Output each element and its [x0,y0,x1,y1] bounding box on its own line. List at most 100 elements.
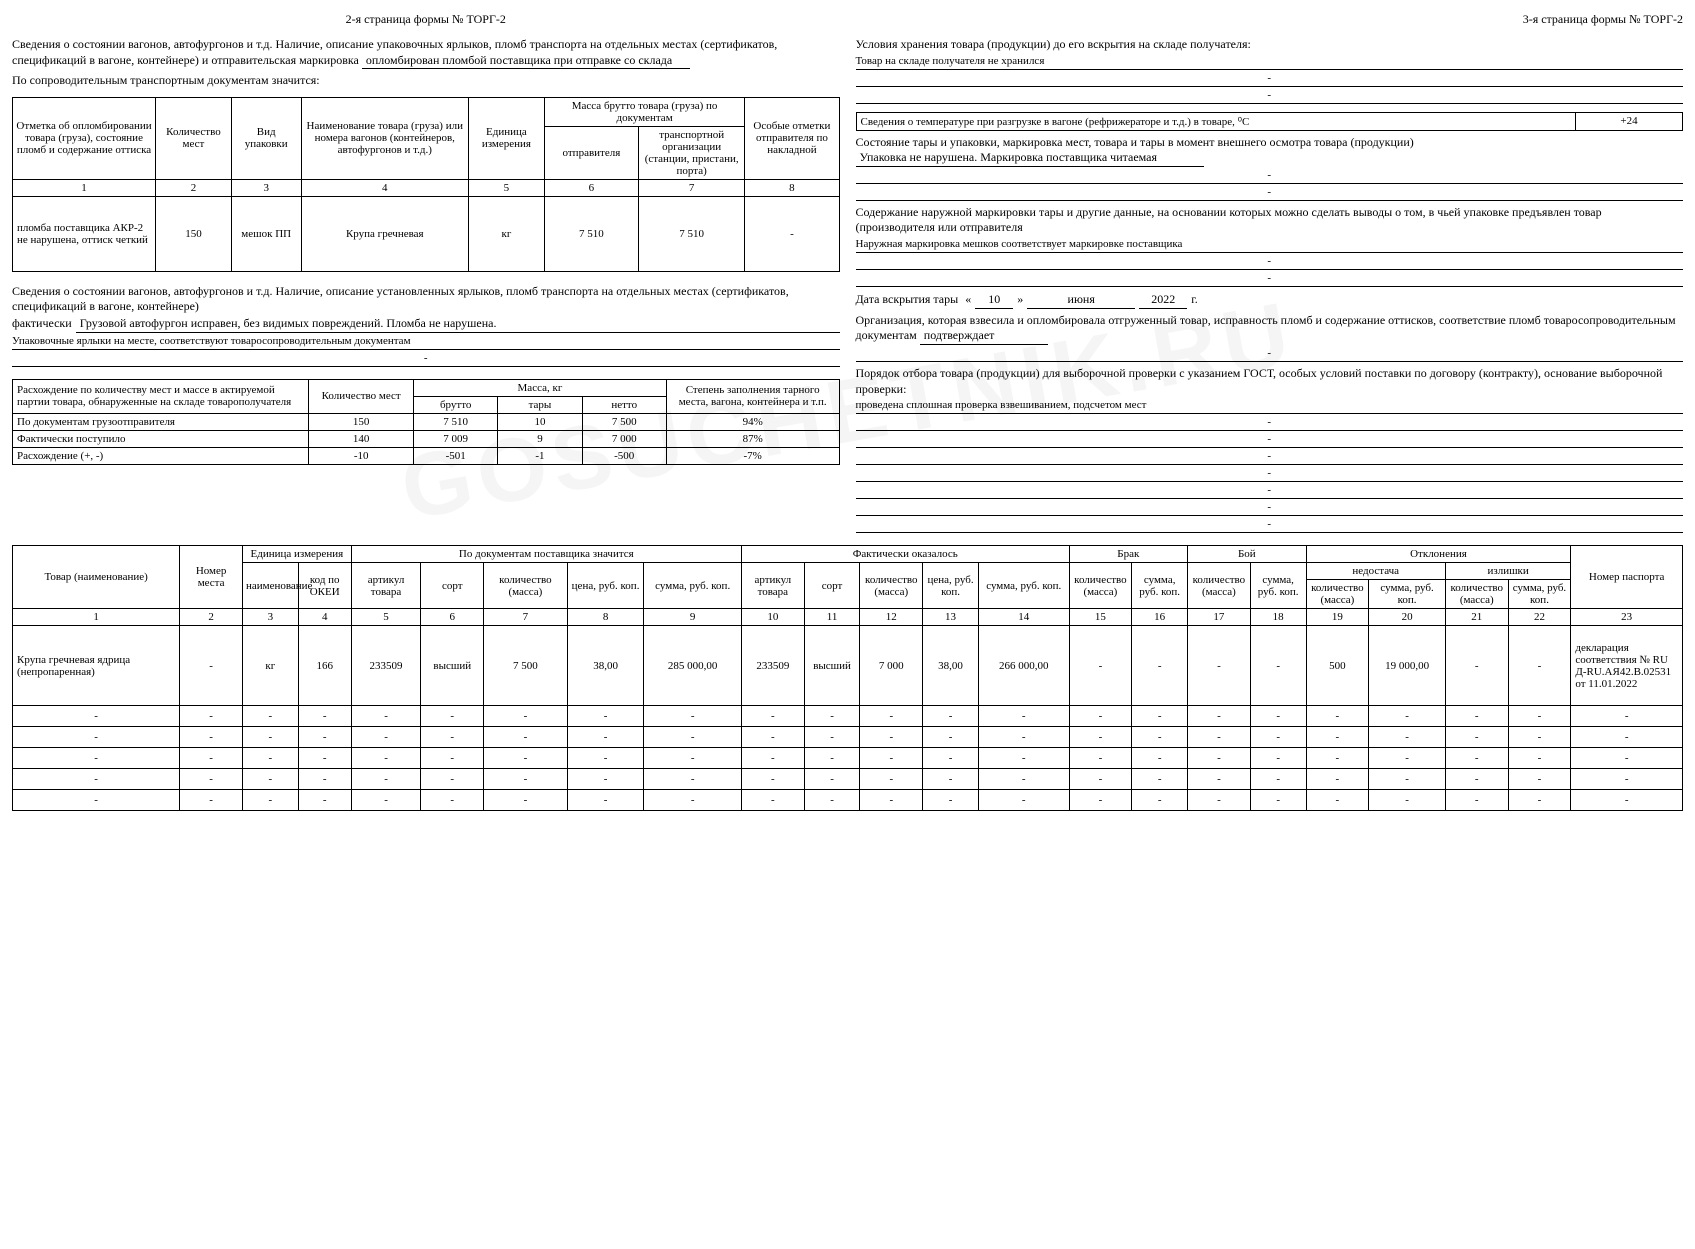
page2-title: 2-я страница формы № ТОРГ-2 [12,12,840,27]
mark-value: Наружная маркировка мешков соответствует… [856,238,1684,253]
t3-d-dev1: 500 [1306,626,1369,706]
t3-h-place: Номер места [180,546,243,609]
t3-emptycell: - [1571,769,1683,790]
t1-h3: Вид упаковки [231,97,301,179]
p3-d12: - [856,484,1684,499]
t3-colnum-16: 16 [1132,609,1188,626]
t2-hm1: брутто [414,396,498,413]
t3-emptycell: - [644,790,742,811]
p3-l1: Условия хранения товара (продукции) до е… [856,37,1684,53]
t3-d-doc2: высший [421,626,484,706]
t3-emptycell: - [1508,727,1571,748]
t3-emptycell: - [860,790,923,811]
t2-r0-n: 7 500 [582,413,666,430]
t3-emptycell: - [13,727,180,748]
t1-n2: 2 [156,179,232,196]
t3-emptycell: - [1188,748,1251,769]
t1-h8: Особые отметки отправителя по накладной [745,97,839,179]
t3-h-dev4: сумма, руб. коп. [1508,580,1571,609]
t3-d-unit2: 166 [298,626,351,706]
t1-r-c5: кг [469,196,545,271]
t3-h-fact2: сорт [804,563,860,609]
t3-d-doc4: 38,00 [567,626,644,706]
open-year: 2022 [1139,291,1187,309]
t1-n6: 6 [544,179,638,196]
open-g: г. [1191,291,1198,308]
t3-emptycell: - [1132,769,1188,790]
t3-emptycell: - [242,727,298,748]
t1-n7: 7 [638,179,744,196]
t3-emptycell: - [351,769,421,790]
t2-r1-q: 140 [309,430,414,447]
t3-colnum-17: 17 [1188,609,1251,626]
t2-row1: Фактически поступило 140 7 009 9 7 000 8… [13,430,840,447]
t3-emptycell: - [1250,706,1306,727]
t3-h-doc1: артикул товара [351,563,421,609]
t3-h-surpg: излишки [1445,563,1570,580]
t3-emptycell: - [1188,790,1251,811]
t3-emptycell: - [741,769,804,790]
t3-emptycell: - [1571,790,1683,811]
open-day: 10 [975,291,1013,309]
t3-emptycell: - [1132,727,1188,748]
open-label: Дата вскрытия тары [856,291,959,308]
t3-d-fact1: 233509 [741,626,804,706]
t2-h2: Количество мест [309,379,414,413]
t3-colnum-13: 13 [923,609,979,626]
t3-emptycell: - [484,748,568,769]
t3-emptycell: - [1369,790,1446,811]
t3-emptyrow: ----------------------- [13,727,1683,748]
t1-h5: Единица измерения [469,97,545,179]
t3-emptycell: - [923,790,979,811]
t3-emptycell: - [1306,769,1369,790]
t1-r-c2: 150 [156,196,232,271]
t3-colnum-5: 5 [351,609,421,626]
t3-emptycell: - [421,769,484,790]
t2-h6: Степень заполнения тарного места, вагона… [666,379,839,413]
t3-colnum-21: 21 [1445,609,1508,626]
t3-emptycell: - [1132,790,1188,811]
t3-emptycell: - [242,769,298,790]
t3-h-fact3: количество (масса) [860,563,923,609]
t1-r-c6: 7 510 [544,196,638,271]
t3-emptycell: - [1508,748,1571,769]
t3-emptycell: - [351,748,421,769]
t3-emptycell: - [1306,706,1369,727]
t3-emptycell: - [1069,769,1132,790]
t3-emptycell: - [1445,769,1508,790]
t3-emptycell: - [13,748,180,769]
t3-emptycell: - [567,706,644,727]
t3-emptycell: - [484,706,568,727]
t3-emptycell: - [923,727,979,748]
t3-d-dev4: - [1508,626,1571,706]
t3-colnum-22: 22 [1508,609,1571,626]
t3-emptycell: - [644,748,742,769]
t3-emptycell: - [741,748,804,769]
t3-emptycell: - [1508,790,1571,811]
t3-h-brak1: количество (масса) [1069,563,1132,609]
t3-emptycell: - [567,769,644,790]
t3-emptycell: - [1250,748,1306,769]
t3-emptycell: - [1445,790,1508,811]
t3-emptycell: - [298,769,351,790]
t3-emptycell: - [1132,706,1188,727]
t3-h-goods: Товар (наименование) [13,546,180,609]
t3-emptycell: - [351,706,421,727]
t3-emptycell: - [923,706,979,727]
t2-r0-f: 94% [666,413,839,430]
page2-intro3-val2: Упаковочные ярлыки на месте, соответству… [12,335,840,350]
t3-emptycell: - [298,790,351,811]
p3-d5: - [856,255,1684,270]
t3-h-fact4: цена, руб. коп. [923,563,979,609]
t3-d-brak2: - [1132,626,1188,706]
p3-d2: - [856,89,1684,104]
t3-d-doc1: 233509 [351,626,421,706]
t3-emptycell: - [13,769,180,790]
t3-emptycell: - [1188,769,1251,790]
t1-n5: 5 [469,179,545,196]
t1-n3: 3 [231,179,301,196]
t3-d-boy1: - [1188,626,1251,706]
t3-emptycell: - [1306,790,1369,811]
t3-emptycell: - [567,790,644,811]
t3-colnum-1: 1 [13,609,180,626]
